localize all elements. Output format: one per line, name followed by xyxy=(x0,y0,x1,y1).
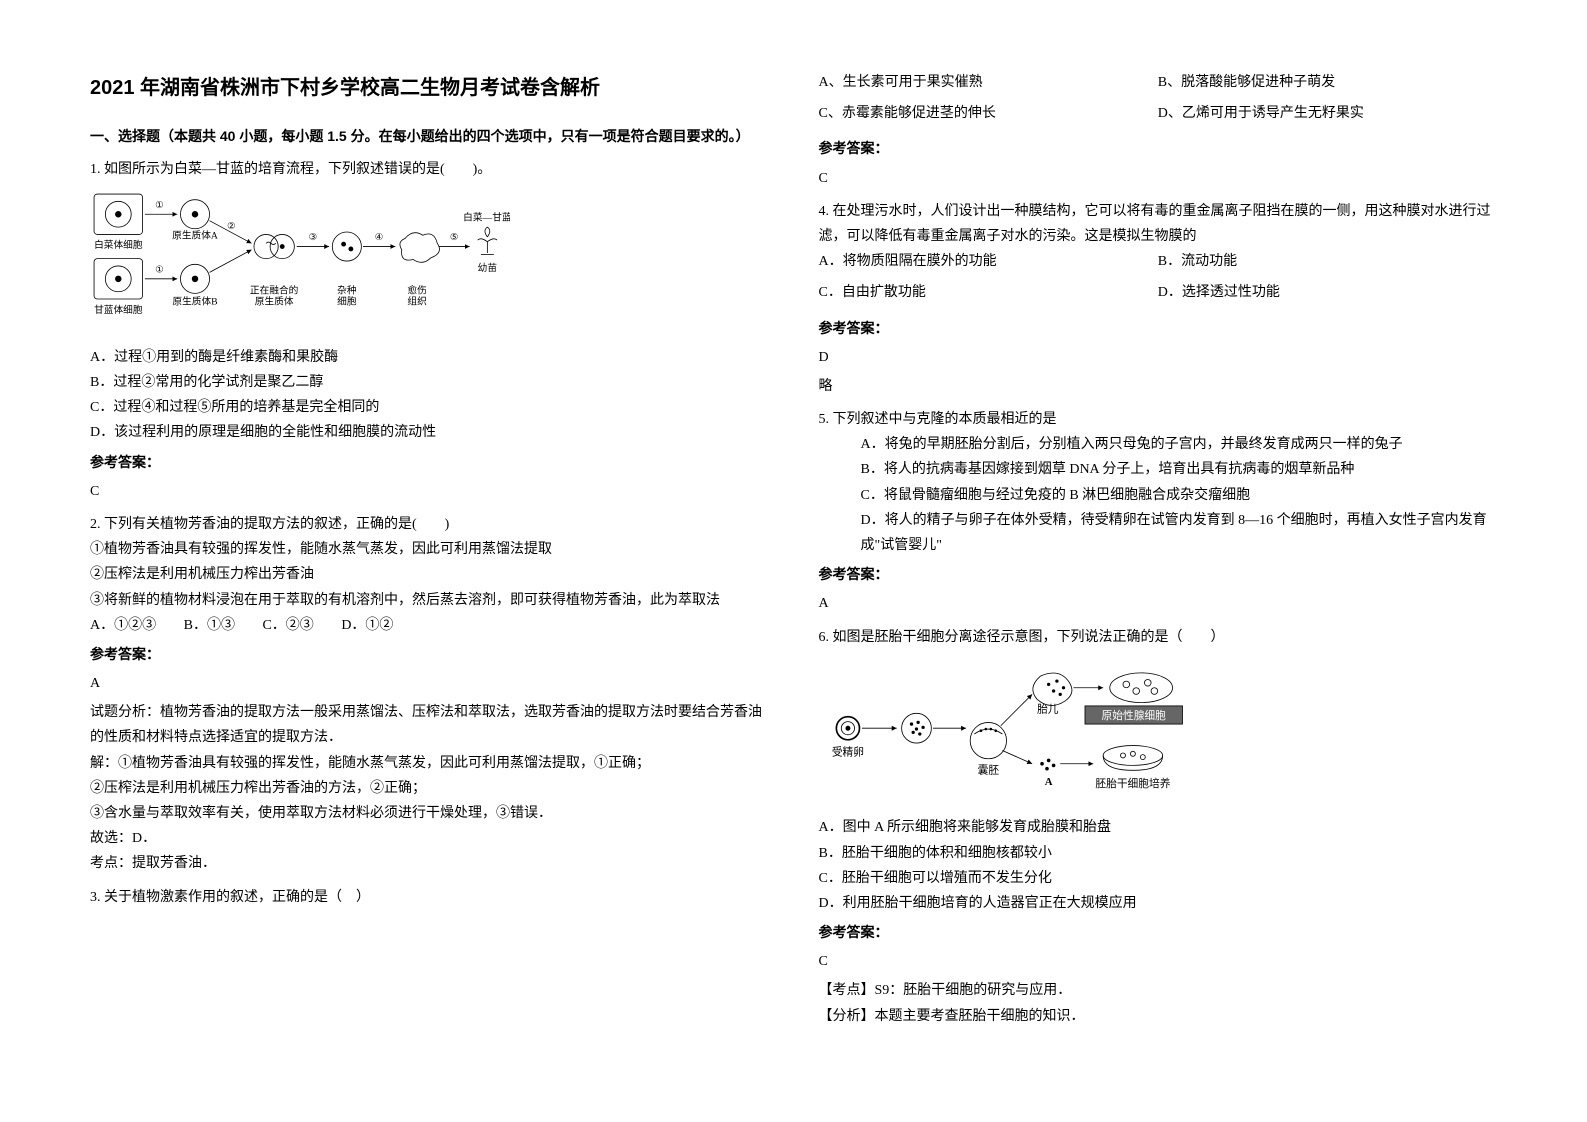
question-3-stem: 3. 关于植物激素作用的叙述，正确的是（ ） xyxy=(90,885,769,910)
q5-ans: A xyxy=(819,591,1498,616)
d1-n1b: ① xyxy=(155,265,164,276)
q1-stem: 1. 如图所示为白菜—甘蓝的培育流程，下列叙述错误的是( )。 xyxy=(90,157,769,182)
d2-culture: 胚胎干细胞培养 xyxy=(1095,777,1170,790)
q4-optD: D．选择透过性功能 xyxy=(1158,280,1497,305)
q6-diagram: 受精卵 囊胚 胎儿 xyxy=(819,658,1199,798)
d1-hybrid-l1: 杂种 xyxy=(337,284,357,297)
q4-options: A．将物质阻隔在膜外的功能 B．流动功能 C．自由扩散功能 D．选择透过性功能 xyxy=(819,249,1498,311)
d1-p2: 原生质体B xyxy=(172,295,217,308)
q6-optD: D．利用胚胎干细胞培育的人造器官正在大规模应用 xyxy=(819,891,1498,916)
q2-options: A．①②③ B．①③ C．②③ D．①② xyxy=(90,613,769,638)
d1-fusing-l2: 原生质体 xyxy=(255,295,294,308)
q4-optA: A．将物质阻隔在膜外的功能 xyxy=(819,249,1158,274)
d1-hybrid-l2: 细胞 xyxy=(337,295,357,308)
right-column: A、生长素可用于果实催熟 B、脱落酸能够促进种子萌发 C、赤霉素能够促进茎的伸长… xyxy=(819,70,1498,1052)
q4-optC: C．自由扩散功能 xyxy=(819,280,1158,305)
q2-a4: ③含水量与萃取效率有关，使用萃取方法材料必须进行干燥处理，③错误． xyxy=(90,801,769,826)
question-4: 4. 在处理污水时，人们设计出一种膜结构，它可以将有毒的重金属离子阻挡在膜的一侧… xyxy=(819,199,1498,399)
q4-ans: D xyxy=(819,345,1498,370)
d1-n5: ⑤ xyxy=(450,232,459,243)
q3-ans-label: 参考答案： xyxy=(819,136,1498,161)
q2-s1: ①植物芳香油具有较强的挥发性，能随水蒸气蒸发，因此可利用蒸馏法提取 xyxy=(90,537,769,562)
q2-s3: ③将新鲜的植物材料浸泡在用于萃取的有机溶剂中，然后蒸去溶剂，即可获得植物芳香油，… xyxy=(90,588,769,613)
q6-a1: 【考点】S9：胚胎干细胞的研究与应用． xyxy=(819,978,1498,1003)
question-2: 2. 下列有关植物芳香油的提取方法的叙述，正确的是( ) ①植物芳香油具有较强的… xyxy=(90,512,769,877)
q1-optB: B．过程②常用的化学试剂是聚乙二醇 xyxy=(90,370,769,395)
q6-stem: 6. 如图是胚胎干细胞分离途径示意图，下列说法正确的是（ ） xyxy=(819,625,1498,650)
q2-optD: D．①② xyxy=(341,618,393,633)
q2-a6: 考点：提取芳香油． xyxy=(90,851,769,876)
q1-ans-label: 参考答案： xyxy=(90,450,769,475)
q6-ans: C xyxy=(819,949,1498,974)
d1-n2: ② xyxy=(227,221,236,232)
d2-egg: 受精卵 xyxy=(831,745,863,758)
q2-stem: 2. 下列有关植物芳香油的提取方法的叙述，正确的是( ) xyxy=(90,512,769,537)
q5-optA: A．将兔的早期胚胎分割后，分别植入两只母兔的子宫内，并最终发育成两只一样的兔子 xyxy=(819,432,1498,457)
d1-p1: 原生质体A xyxy=(172,229,218,242)
question-6: 6. 如图是胚胎干细胞分离途径示意图，下列说法正确的是（ ） 受精卵 xyxy=(819,625,1498,1029)
d2-fetus: 胎儿 xyxy=(1037,702,1059,715)
q1-optA: A．过程①用到的酶是纤维素酶和果胶酶 xyxy=(90,345,769,370)
q2-optA: A．①②③ xyxy=(90,618,156,633)
q1-optC: C．过程④和过程⑤所用的培养基是完全相同的 xyxy=(90,395,769,420)
q2-ans: A xyxy=(90,671,769,696)
q4-optB: B．流动功能 xyxy=(1158,249,1497,274)
q5-optB: B．将人的抗病毒基因嫁接到烟草 DNA 分子上，培育出具有抗病毒的烟草新品种 xyxy=(819,457,1498,482)
q1-diagram: ① ① ② ③ ④ ⑤ xyxy=(90,190,510,327)
q3-optD: D、乙烯可用于诱导产生无籽果实 xyxy=(1158,101,1497,126)
q4-ans-label: 参考答案： xyxy=(819,316,1498,341)
q2-s2: ②压榨法是利用机械压力榨出芳香油 xyxy=(90,562,769,587)
d1-plant-l2: 幼苗 xyxy=(478,261,498,274)
d1-fusing-l1: 正在融合的 xyxy=(250,284,298,297)
q3-optA: A、生长素可用于果实催熟 xyxy=(819,70,1158,95)
question-1: 1. 如图所示为白菜—甘蓝的培育流程，下列叙述错误的是( )。 xyxy=(90,157,769,504)
d1-cell1: 白菜体细胞 xyxy=(94,239,143,252)
left-column: 2021 年湖南省株洲市下村乡学校高二生物月考试卷含解析 一、选择题（本题共 4… xyxy=(90,70,769,1052)
d1-n4: ④ xyxy=(375,232,384,243)
question-5: 5. 下列叙述中与克隆的本质最相近的是 A．将兔的早期胚胎分割后，分别植入两只母… xyxy=(819,407,1498,617)
d1-callus-l1: 愈伤 xyxy=(407,284,426,297)
q5-stem: 5. 下列叙述中与克隆的本质最相近的是 xyxy=(819,407,1498,432)
d1-cell2: 甘蓝体细胞 xyxy=(94,303,143,316)
q4-stem: 4. 在处理污水时，人们设计出一种膜结构，它可以将有毒的重金属离子阻挡在膜的一侧… xyxy=(819,199,1498,249)
q1-optD: D．该过程利用的原理是细胞的全能性和细胞膜的流动性 xyxy=(90,420,769,445)
d1-plant-l1: 白菜—甘蓝 xyxy=(463,211,510,224)
q3-ans: C xyxy=(819,166,1498,191)
q5-optD: D．将人的精子与卵子在体外受精，待受精卵在试管内发育到 8—16 个细胞时，再植… xyxy=(819,508,1498,558)
q2-optC: C．②③ xyxy=(262,618,313,633)
q5-optC: C．将鼠骨髓瘤细胞与经过免疫的 B 淋巴细胞融合成杂交瘤细胞 xyxy=(819,483,1498,508)
q2-optB: B．①③ xyxy=(184,618,235,633)
page-title: 2021 年湖南省株洲市下村乡学校高二生物月考试卷含解析 xyxy=(90,70,769,106)
q3-stem: 3. 关于植物激素作用的叙述，正确的是（ ） xyxy=(90,885,769,910)
q2-ans-label: 参考答案： xyxy=(90,642,769,667)
q4-note: 略 xyxy=(819,374,1498,399)
q6-ans-label: 参考答案： xyxy=(819,920,1498,945)
q6-optC: C．胚胎干细胞可以增殖而不发生分化 xyxy=(819,866,1498,891)
q1-ans: C xyxy=(90,479,769,504)
q3-optB: B、脱落酸能够促进种子萌发 xyxy=(1158,70,1497,95)
d2-gonad: 原始性腺细胞 xyxy=(1101,709,1166,722)
q2-a2: 解：①植物芳香油具有较强的挥发性，能随水蒸气蒸发，因此可利用蒸馏法提取，①正确； xyxy=(90,751,769,776)
q2-a5: 故选：D． xyxy=(90,826,769,851)
q3-options: A、生长素可用于果实催熟 B、脱落酸能够促进种子萌发 C、赤霉素能够促进茎的伸长… xyxy=(819,70,1498,132)
q2-a3: ②压榨法是利用机械压力榨出芳香油的方法，②正确； xyxy=(90,776,769,801)
q2-a1: 试题分析：植物芳香油的提取方法一般采用蒸馏法、压榨法和萃取法，选取芳香油的提取方… xyxy=(90,700,769,750)
d2-blast: 囊胚 xyxy=(977,763,999,776)
q5-ans-label: 参考答案： xyxy=(819,562,1498,587)
q6-a2: 【分析】本题主要考查胚胎干细胞的知识． xyxy=(819,1004,1498,1029)
q3-optC: C、赤霉素能够促进茎的伸长 xyxy=(819,101,1158,126)
section-heading: 一、选择题（本题共 40 小题，每小题 1.5 分。在每小题给出的四个选项中，只… xyxy=(90,124,769,149)
d2-A: A xyxy=(1044,776,1052,788)
q6-optA: A．图中 A 所示细胞将来能够发育成胎膜和胎盘 xyxy=(819,815,1498,840)
d1-n1: ① xyxy=(155,200,164,211)
d1-n3: ③ xyxy=(309,232,318,243)
q6-optB: B．胚胎干细胞的体积和细胞核都较小 xyxy=(819,841,1498,866)
d1-callus-l2: 组织 xyxy=(407,295,427,308)
